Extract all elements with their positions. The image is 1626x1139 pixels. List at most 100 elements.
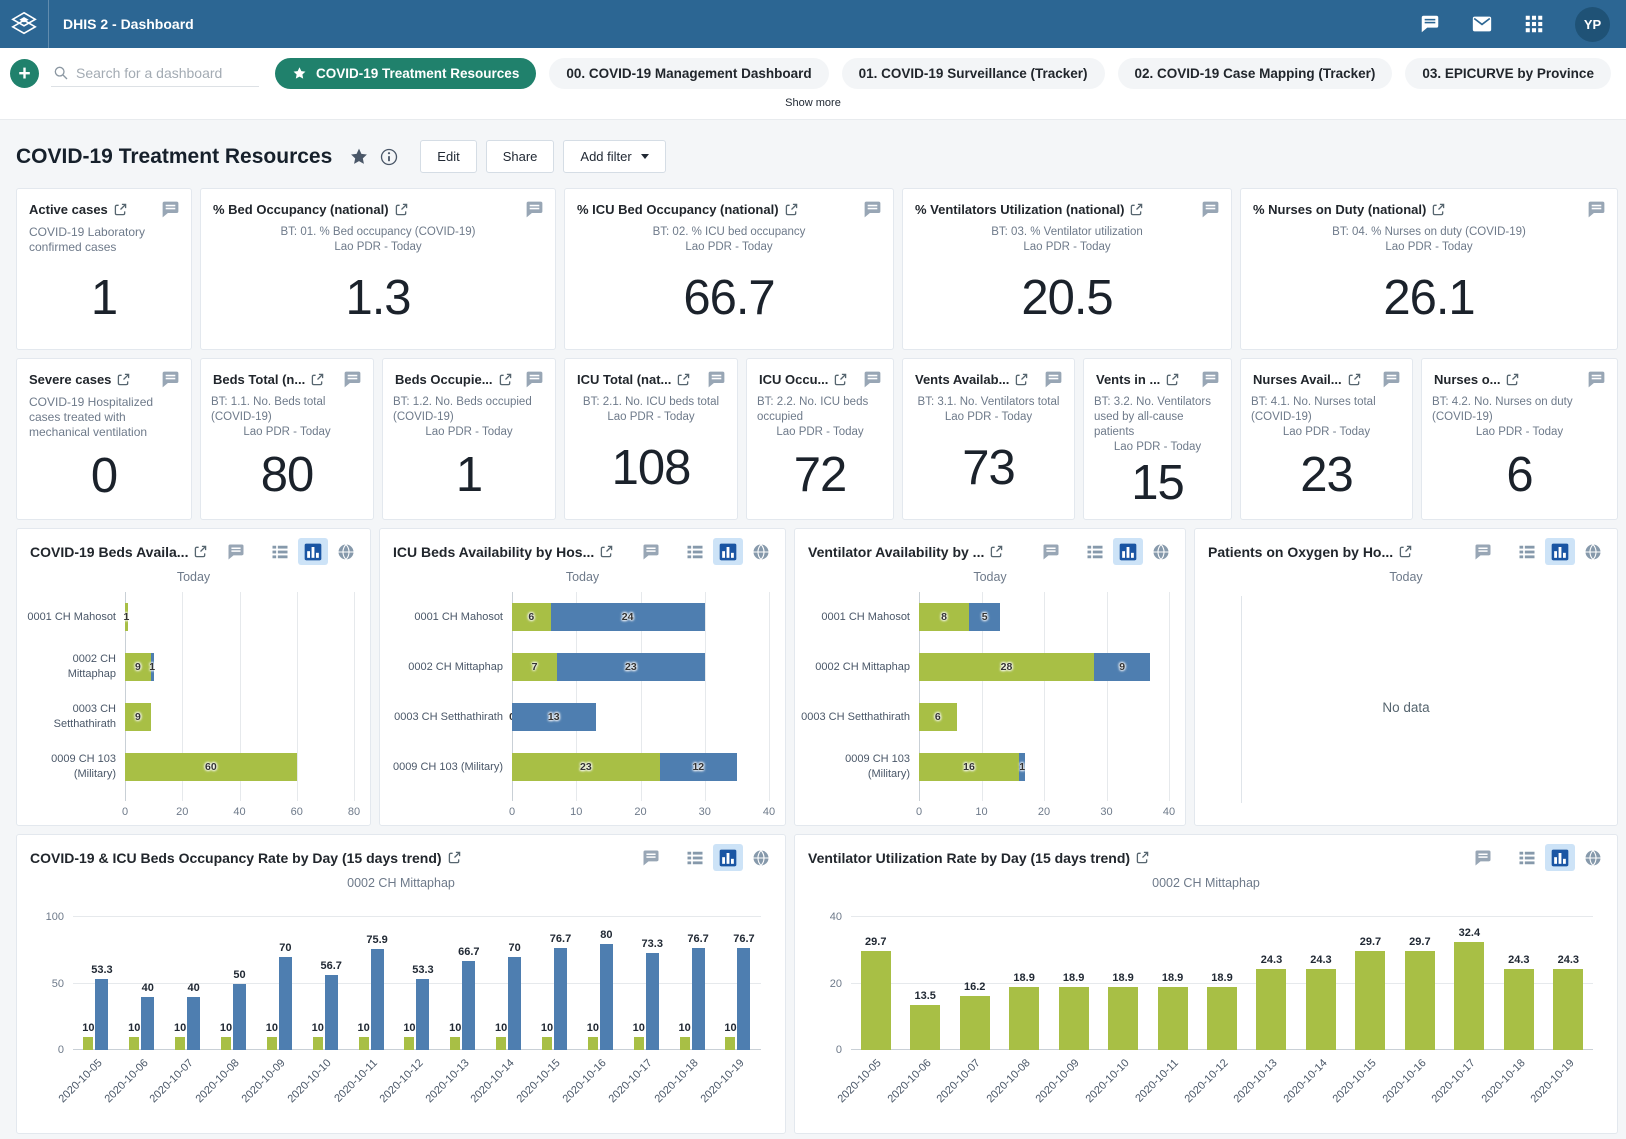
stat-card-description: COVID-19 Laboratory confirmed cases [17, 220, 191, 255]
new-dashboard-button[interactable]: + [10, 59, 39, 88]
map-view-icon[interactable] [1146, 538, 1176, 565]
map-view-icon[interactable] [746, 538, 776, 565]
comment-icon[interactable] [154, 199, 181, 220]
bar-value-label: 80 [600, 929, 612, 941]
external-link-icon[interactable] [1348, 373, 1361, 386]
comment-icon[interactable] [154, 369, 181, 390]
external-link-icon[interactable] [785, 203, 798, 216]
external-link-icon[interactable] [1506, 373, 1519, 386]
external-link-icon[interactable] [600, 545, 613, 558]
external-link-icon[interactable] [448, 851, 461, 864]
bar-group: 1075.9 [348, 917, 394, 1050]
messages-icon[interactable] [1419, 13, 1441, 35]
share-button[interactable]: Share [486, 140, 555, 173]
show-more-link[interactable]: Show more [785, 97, 841, 109]
external-link-icon[interactable] [311, 373, 324, 386]
external-link-icon[interactable] [1432, 203, 1445, 216]
comment-button[interactable] [221, 538, 251, 565]
user-avatar[interactable]: YP [1575, 7, 1610, 42]
chart-view-icon[interactable] [713, 844, 743, 871]
map-view-icon[interactable] [746, 844, 776, 871]
stat-card-period: Lao PDR - Today [565, 240, 893, 255]
x-tick-label: 40 [1163, 806, 1175, 818]
bar-value-label: 10 [266, 1022, 278, 1034]
external-link-icon[interactable] [499, 373, 512, 386]
table-view-icon[interactable] [680, 538, 710, 565]
dashboard-chip[interactable]: 02. COVID-19 Case Mapping (Tracker) [1118, 58, 1393, 89]
bar-value-label: 76.7 [550, 933, 571, 945]
table-view-icon[interactable] [1080, 538, 1110, 565]
external-link-icon[interactable] [834, 373, 847, 386]
comment-button[interactable] [636, 538, 666, 565]
external-link-icon[interactable] [1130, 203, 1143, 216]
stat-card-value: 26.1 [1241, 255, 1617, 349]
comment-icon[interactable] [856, 369, 883, 390]
external-link-icon[interactable] [114, 203, 127, 216]
external-link-icon[interactable] [677, 373, 690, 386]
chart-view-icon[interactable] [1113, 538, 1143, 565]
vbar-chart: 0501001053.310401040105010701056.71075.9… [17, 890, 785, 1133]
dashboard-chip[interactable]: COVID-19 Treatment Resources [275, 58, 536, 89]
comment-icon[interactable] [1194, 199, 1221, 220]
chart-view-icon[interactable] [713, 538, 743, 565]
info-icon[interactable] [379, 147, 399, 167]
apps-grid-icon[interactable] [1523, 13, 1545, 35]
comment-icon[interactable] [1037, 369, 1064, 390]
external-link-icon[interactable] [990, 545, 1003, 558]
comment-button[interactable] [1036, 538, 1066, 565]
stat-card-title: ICU Total (nat... [577, 372, 671, 387]
vbar-chart: 0204029.713.516.218.918.918.918.918.924.… [795, 890, 1617, 1133]
chart-view-icon[interactable] [1545, 538, 1575, 565]
external-link-icon[interactable] [194, 545, 207, 558]
external-link-icon[interactable] [395, 203, 408, 216]
search-input[interactable] [76, 65, 257, 81]
dashboard-chips: COVID-19 Treatment Resources 00. COVID-19… [275, 58, 1611, 89]
table-view-icon[interactable] [680, 844, 710, 871]
external-link-icon[interactable] [1399, 545, 1412, 558]
stat-card: Nurses o...BT: 4.2. No. Nurses on duty (… [1421, 358, 1618, 520]
comment-icon[interactable] [518, 199, 545, 220]
star-dashboard-icon[interactable] [349, 147, 369, 167]
external-link-icon[interactable] [1166, 373, 1179, 386]
map-view-icon[interactable] [331, 538, 361, 565]
bar: 76.7 [554, 948, 567, 1050]
table-view-icon[interactable] [1512, 538, 1542, 565]
chart-view-icon[interactable] [298, 538, 328, 565]
comment-icon[interactable] [336, 369, 363, 390]
comment-icon[interactable] [856, 199, 883, 220]
comment-button[interactable] [636, 844, 666, 871]
dashboard-chip[interactable]: 00. COVID-19 Management Dashboard [549, 58, 828, 89]
bar-value-label: 24.3 [1508, 954, 1529, 966]
comment-button[interactable] [1468, 538, 1498, 565]
comment-icon[interactable] [1580, 369, 1607, 390]
comment-button[interactable] [1468, 844, 1498, 871]
stat-card-subtitle: BT: 04. % Nurses on duty (COVID-19) [1241, 220, 1617, 240]
table-view-icon[interactable] [1512, 844, 1542, 871]
dhis2-logo-icon[interactable] [0, 0, 49, 48]
comment-icon[interactable] [1580, 199, 1607, 220]
edit-button[interactable]: Edit [420, 140, 476, 173]
map-view-icon[interactable] [1578, 844, 1608, 871]
comment-icon[interactable] [1194, 369, 1221, 390]
comment-icon[interactable] [700, 369, 727, 390]
bar: 10 [588, 1037, 598, 1050]
mail-icon[interactable] [1471, 13, 1493, 35]
comment-icon[interactable] [1375, 369, 1402, 390]
comment-icon[interactable] [518, 369, 545, 390]
bar-row: 2312 [512, 742, 769, 792]
bar-group: 18.9 [1197, 917, 1246, 1050]
dashboard-chip[interactable]: 03. EPICURVE by Province [1405, 58, 1611, 89]
x-axis: 020406080 [125, 801, 354, 825]
bar-value-label: 29.7 [1360, 936, 1381, 948]
external-link-icon[interactable] [1015, 373, 1028, 386]
external-link-icon[interactable] [1136, 851, 1149, 864]
add-filter-label: Add filter [580, 149, 631, 164]
add-filter-button[interactable]: Add filter [563, 140, 665, 173]
map-view-icon[interactable] [1578, 538, 1608, 565]
search-icon [53, 65, 69, 81]
dashboard-chip[interactable]: 01. COVID-19 Surveillance (Tracker) [842, 58, 1105, 89]
chart-view-icon[interactable] [1545, 844, 1575, 871]
stat-card-header: Vents Availab... [903, 359, 1074, 390]
table-view-icon[interactable] [265, 538, 295, 565]
external-link-icon[interactable] [117, 373, 130, 386]
